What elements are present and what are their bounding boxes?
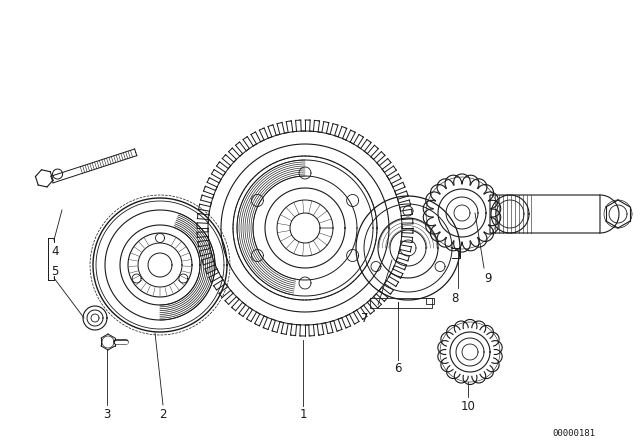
Text: 00000181: 00000181 — [552, 429, 595, 438]
Text: 1: 1 — [300, 408, 307, 421]
Text: 10: 10 — [461, 400, 476, 413]
Text: 7: 7 — [361, 312, 369, 325]
Text: 9: 9 — [484, 272, 492, 285]
Text: 2: 2 — [159, 408, 167, 421]
Text: 4: 4 — [51, 245, 59, 258]
Text: 8: 8 — [451, 292, 459, 305]
Text: 6: 6 — [394, 362, 402, 375]
Text: 3: 3 — [103, 408, 111, 421]
Text: 5: 5 — [51, 265, 59, 278]
